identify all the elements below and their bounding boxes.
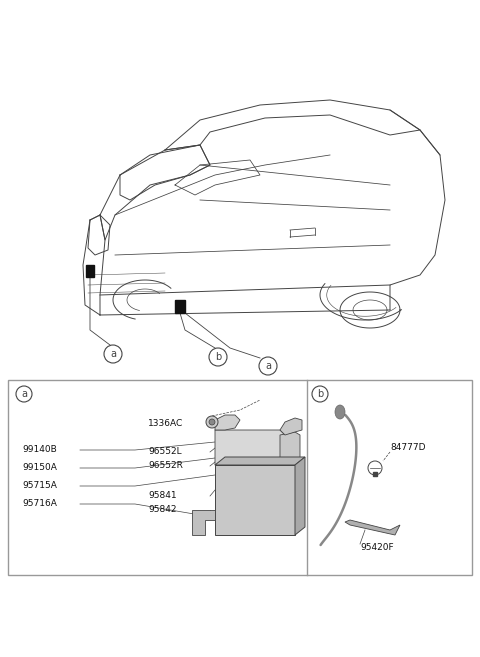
Text: 95842: 95842 xyxy=(148,505,177,514)
Text: a: a xyxy=(265,361,271,371)
Text: 95420F: 95420F xyxy=(360,543,394,551)
Bar xyxy=(215,465,295,535)
Text: a: a xyxy=(21,389,27,399)
Polygon shape xyxy=(295,457,305,535)
Circle shape xyxy=(206,416,218,428)
Polygon shape xyxy=(373,472,377,476)
Text: 96552R: 96552R xyxy=(148,461,183,470)
Polygon shape xyxy=(192,510,215,535)
Polygon shape xyxy=(175,300,185,313)
Text: 95715A: 95715A xyxy=(22,482,57,491)
Circle shape xyxy=(104,345,122,363)
Polygon shape xyxy=(215,457,305,465)
Circle shape xyxy=(209,419,215,425)
Circle shape xyxy=(209,348,227,366)
Text: 1336AC: 1336AC xyxy=(148,420,183,428)
Polygon shape xyxy=(215,430,285,465)
Text: a: a xyxy=(110,349,116,359)
Text: 95716A: 95716A xyxy=(22,499,57,509)
Polygon shape xyxy=(280,432,300,462)
Ellipse shape xyxy=(335,405,345,419)
Text: 95841: 95841 xyxy=(148,491,177,501)
Circle shape xyxy=(16,386,32,402)
Polygon shape xyxy=(345,520,400,535)
Text: 99150A: 99150A xyxy=(22,463,57,472)
Circle shape xyxy=(259,357,277,375)
Polygon shape xyxy=(215,415,240,430)
Text: b: b xyxy=(215,352,221,362)
Circle shape xyxy=(312,386,328,402)
Bar xyxy=(8,380,472,575)
Text: 99140B: 99140B xyxy=(22,445,57,455)
Text: 84777D: 84777D xyxy=(390,443,425,453)
Text: b: b xyxy=(317,389,323,399)
Polygon shape xyxy=(86,265,94,277)
Polygon shape xyxy=(280,418,302,435)
Text: 96552L: 96552L xyxy=(148,447,181,457)
